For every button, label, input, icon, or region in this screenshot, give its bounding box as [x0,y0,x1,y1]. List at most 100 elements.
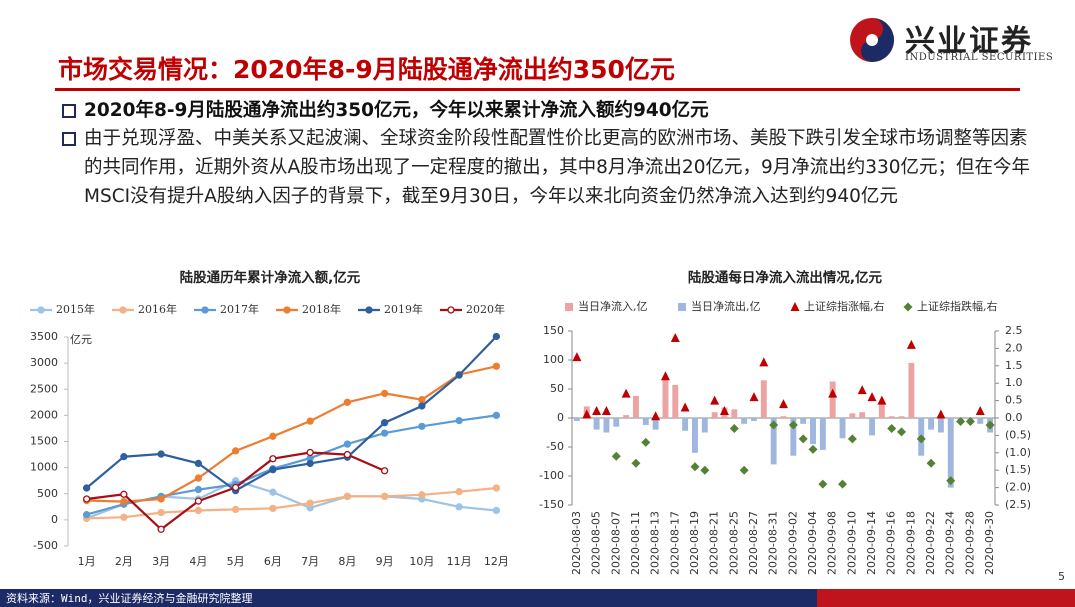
x-tick-label: 2月 [115,555,133,568]
x-tick-label: 9月 [376,555,394,568]
bar [731,409,738,418]
y-tick-label: 0 [51,513,58,526]
bar [898,416,905,418]
marker [926,458,936,468]
bullet: 由于兑现浮盈、中美关系又起波澜、全球资金阶段性配置性价比更高的欧洲市场、美股下跌… [62,124,1034,211]
y2-tick-label: 0.0 [1005,411,1023,424]
x-tick-label: 2020-09-08 [826,511,839,575]
x-tick-label: 2020-09-28 [963,511,976,575]
marker [492,362,501,370]
logo-mark [850,18,894,62]
marker [670,332,680,342]
marker [455,416,463,425]
marker [119,306,127,314]
marker [380,419,389,427]
x-tick-label: 2020-09-24 [944,511,957,575]
marker [641,437,651,447]
y-tick-label: 2000 [30,408,58,421]
marker [700,465,710,475]
y2-tick-label: 1.5 [1005,359,1023,372]
legend-label: 当日净流出,亿 [691,299,761,313]
marker [269,432,277,440]
marker [380,492,389,501]
marker [956,416,966,426]
chart-title: 陆股通历年累计净流入额,亿元 [180,269,361,286]
marker [194,506,203,515]
marker [946,476,956,486]
bar [908,362,915,418]
logo-subtext: INDUSTRIAL SECURITIES [905,52,1054,63]
marker [269,504,277,513]
bar [977,418,984,424]
marker [37,306,45,314]
marker [343,492,352,501]
bar [869,418,875,436]
slide-title: 市场交易情况：2020年8-9月陆股通净流出约350亿元 [58,55,675,84]
x-tick-label: 2020-08-21 [708,511,721,575]
bar [711,412,718,418]
x-tick-label: 5月 [227,555,245,568]
marker [120,490,128,498]
marker [719,406,729,416]
marker [343,398,352,406]
marker [867,392,877,402]
y-tick-label: 0 [557,411,564,424]
marker [231,505,240,514]
x-tick-label: 2020-08-31 [767,511,780,575]
marker [582,409,592,419]
bar [829,381,836,418]
line [86,414,497,516]
x-tick-label: 2020-08-27 [747,511,760,575]
bar [928,418,935,430]
bar [593,418,600,430]
y2-tick-label: (1.5) [1005,463,1031,476]
legend-label: 上证综指跌幅,右 [917,299,998,313]
legend-label: 上证综指涨幅,右 [804,299,885,313]
marker [418,402,426,410]
x-tick-label: 2020-09-16 [885,511,898,575]
x-tick-label: 2020-09-22 [924,511,937,575]
y-tick-label: 2500 [30,382,58,395]
y-tick-label: -500 [33,539,58,552]
marker [975,406,985,416]
x-tick-label: 2020-08-11 [629,511,642,575]
bar [760,380,767,418]
x-tick-label: 2020-09-30 [983,511,996,575]
x-tick-label: 12月 [484,555,509,568]
x-tick-label: 3月 [152,555,170,568]
marker [877,395,887,405]
bar [937,418,944,433]
marker [447,306,455,314]
y-tick-label: -150 [539,498,564,511]
bar [751,418,757,421]
marker [857,385,867,395]
bar [662,377,669,418]
marker [194,474,203,482]
bar [839,418,846,439]
y2-tick-label: (2.5) [1005,498,1031,511]
marker [380,467,389,475]
marker [380,389,389,398]
marker [269,488,277,496]
x-tick-label: 2020-08-17 [668,511,681,575]
marker [82,511,91,519]
bar [613,418,620,427]
marker [729,423,739,433]
y2-tick-label: (2.0) [1005,481,1031,494]
y-tick-label: 1000 [30,461,58,474]
y2-tick-label: 2.0 [1005,341,1023,354]
y-tick-label: 100 [543,353,564,366]
marker [906,339,916,349]
x-tick-label: 2020-08-03 [570,511,583,575]
bar [632,395,639,418]
footer-bar [0,589,1075,607]
marker [985,420,995,430]
x-tick-label: 8月 [338,555,356,568]
legend-label: 2016年 [138,302,177,316]
marker [897,427,907,437]
y-tick-label: -50 [546,440,564,453]
bar [770,418,777,465]
marker [418,396,426,404]
legend-label: 2018年 [302,302,341,316]
bar [642,418,649,425]
